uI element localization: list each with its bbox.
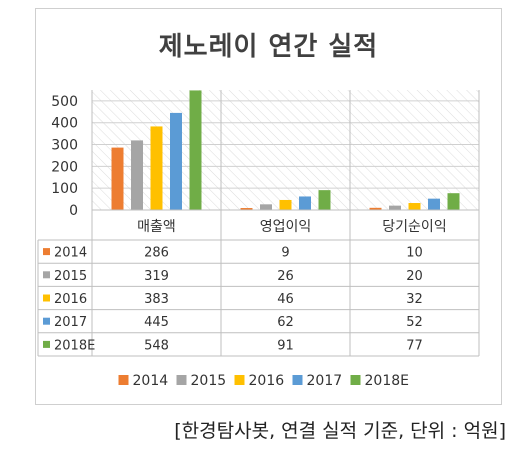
legend-label: 2017 <box>307 373 343 389</box>
category-label: 당기순이익 <box>382 219 446 235</box>
table-cell-value: 62 <box>277 315 294 330</box>
table-series-label: 2016 <box>54 292 87 307</box>
bar-2017-1 <box>299 196 311 210</box>
table-cell-value: 20 <box>406 269 423 284</box>
chart-title: 제노레이 연간 실적 <box>158 32 379 62</box>
table-cell-value: 46 <box>277 292 294 307</box>
table-cell-value: 383 <box>144 292 169 307</box>
table-cell-value: 26 <box>277 269 294 284</box>
legend-swatch <box>350 375 361 385</box>
category-label: 매출액 <box>137 219 176 235</box>
bar-2018E-0 <box>189 90 202 210</box>
bar-2015-2 <box>389 205 401 210</box>
y-tick-label: 300 <box>51 138 78 154</box>
table-legend-key <box>43 248 50 256</box>
bar-2017-2 <box>428 198 440 210</box>
table-cell-value: 77 <box>406 338 423 353</box>
bar-2014-2 <box>369 207 382 210</box>
y-tick-label: 500 <box>51 94 78 110</box>
legend-swatch <box>176 375 187 385</box>
legend-swatch <box>234 375 245 385</box>
table-cell-value: 10 <box>406 246 423 261</box>
table-legend-key <box>43 294 50 302</box>
legend-label: 2014 <box>133 373 169 389</box>
table-cell-value: 9 <box>281 246 289 261</box>
bar-2015-0 <box>131 140 143 210</box>
table-cell-value: 32 <box>406 292 423 307</box>
y-tick-label: 100 <box>51 181 78 197</box>
table-series-label: 2015 <box>54 269 87 284</box>
legend-swatch <box>292 375 303 385</box>
bar-2018E-2 <box>447 193 460 210</box>
table-legend-key <box>43 271 50 279</box>
plot-area <box>92 90 479 210</box>
bar-2016-1 <box>279 199 292 210</box>
source-note: [한경탐사봇, 연결 실적 기준, 단위 : 억원] <box>174 420 506 442</box>
y-tick-label: 200 <box>51 159 78 175</box>
table-series-label: 2017 <box>54 315 87 330</box>
legend-swatch <box>118 375 129 385</box>
table-legend-key <box>43 317 50 325</box>
bar-2018E-1 <box>318 190 331 210</box>
bar-2014-0 <box>111 147 124 210</box>
table-cell-value: 91 <box>277 338 294 353</box>
bar-2016-0 <box>150 126 163 210</box>
legend-label: 2015 <box>191 373 227 389</box>
table-cell-value: 319 <box>144 269 169 284</box>
table-legend-key <box>43 340 50 348</box>
y-tick-label: 400 <box>51 116 78 132</box>
bar-2014-1 <box>240 208 253 210</box>
category-label: 영업이익 <box>260 219 312 235</box>
legend-label: 2018E <box>365 373 409 389</box>
table-series-label: 2014 <box>54 246 87 261</box>
bar-2017-0 <box>170 112 182 210</box>
bar-2015-1 <box>260 204 272 210</box>
table-cell-value: 445 <box>144 315 169 330</box>
table-cell-value: 548 <box>144 338 169 353</box>
legend-label: 2016 <box>249 373 285 389</box>
bar-2016-2 <box>408 203 421 210</box>
table-cell-value: 52 <box>406 315 423 330</box>
table-series-label: 2018E <box>54 338 95 353</box>
y-tick-label: 0 <box>69 203 78 219</box>
table-cell-value: 286 <box>144 246 169 261</box>
